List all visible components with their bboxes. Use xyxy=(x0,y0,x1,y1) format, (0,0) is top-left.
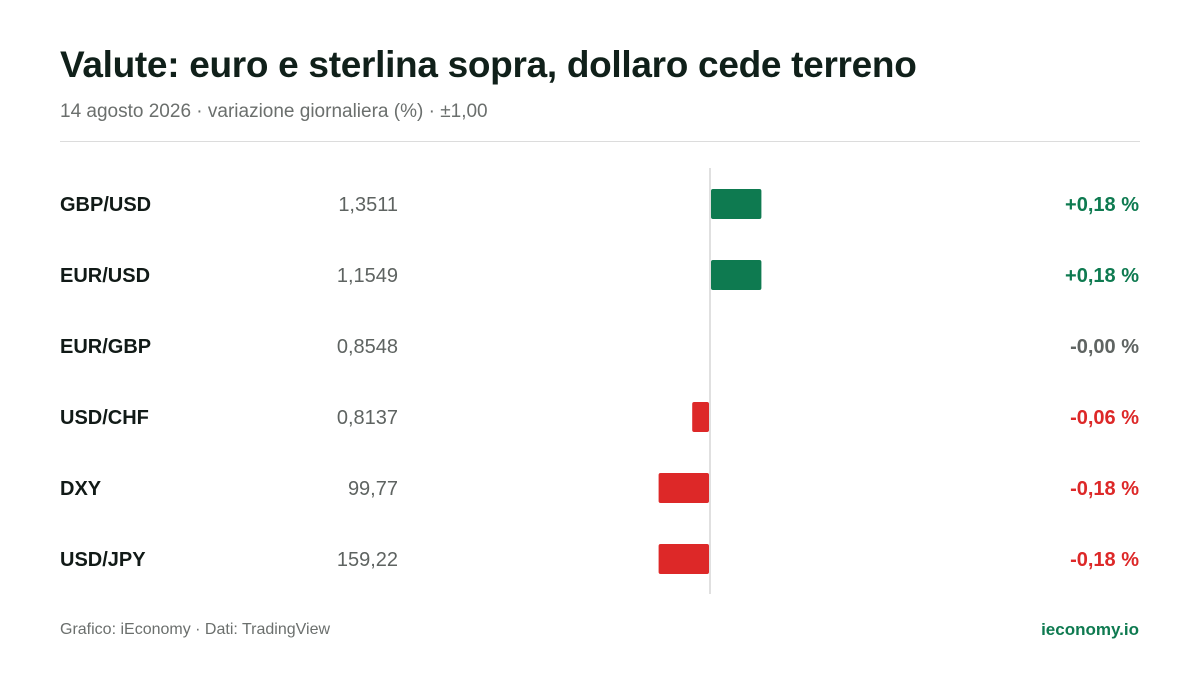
bar xyxy=(658,473,709,503)
bar xyxy=(711,260,762,290)
pair-label: USD/JPY xyxy=(60,549,146,571)
price-label: 0,8548 xyxy=(337,336,398,358)
pair-label: GBP/USD xyxy=(60,194,151,216)
pair-label: USD/CHF xyxy=(60,407,149,429)
bar xyxy=(658,544,709,574)
change-label: +0,18 % xyxy=(1065,265,1139,287)
footer-brand[interactable]: ieconomy.io xyxy=(1041,620,1139,639)
chart-title: Valute: euro e sterlina sopra, dollaro c… xyxy=(60,44,917,85)
change-label: -0,00 % xyxy=(1070,336,1139,358)
price-label: 159,22 xyxy=(337,549,398,571)
pair-label: DXY xyxy=(60,478,102,500)
bar xyxy=(692,402,709,432)
price-label: 0,8137 xyxy=(337,407,398,429)
bar xyxy=(711,189,762,219)
chart-subtitle: 14 agosto 2026 · variazione giornaliera … xyxy=(60,101,488,122)
footer-source: Grafico: iEconomy · Dati: TradingView xyxy=(60,621,331,638)
change-label: -0,18 % xyxy=(1070,549,1139,571)
pair-label: EUR/USD xyxy=(60,265,150,287)
header-divider xyxy=(60,141,1140,142)
change-label: -0,06 % xyxy=(1070,407,1139,429)
change-label: +0,18 % xyxy=(1065,194,1139,216)
price-label: 1,1549 xyxy=(337,265,398,287)
price-label: 1,3511 xyxy=(338,194,398,216)
pair-label: EUR/GBP xyxy=(60,336,151,358)
change-label: -0,18 % xyxy=(1070,478,1139,500)
price-label: 99,77 xyxy=(348,478,398,500)
